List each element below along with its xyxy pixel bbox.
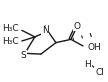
Text: H₃C: H₃C xyxy=(2,37,18,46)
Text: H₃C: H₃C xyxy=(2,24,18,33)
Text: N: N xyxy=(42,26,49,35)
Text: Cl: Cl xyxy=(95,68,104,77)
Text: S: S xyxy=(21,51,26,60)
Text: O: O xyxy=(74,22,81,31)
Text: H: H xyxy=(85,60,91,69)
Text: OH: OH xyxy=(87,43,101,52)
Text: H: H xyxy=(44,25,49,34)
